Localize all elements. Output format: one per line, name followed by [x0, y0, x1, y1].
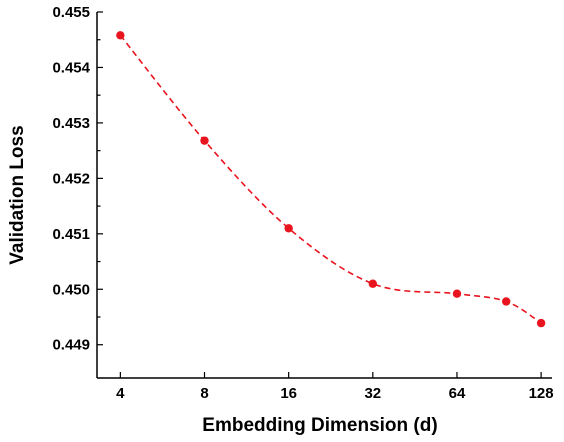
x-tick-label: 128: [529, 385, 554, 402]
y-tick-label: 0.451: [52, 226, 90, 243]
y-axis-title: Validation Loss: [7, 125, 28, 264]
y-axis: 0.449 0.450 0.451 0.452 0.453 0.454 0.455: [52, 4, 103, 378]
x-tick-label: 4: [116, 385, 125, 402]
x-tick-label: 8: [200, 385, 208, 402]
data-point: [284, 224, 293, 233]
x-axis-title: Embedding Dimension (d): [202, 415, 437, 436]
data-point: [368, 279, 378, 288]
x-tick-label: 16: [280, 385, 297, 402]
y-tick-label: 0.449: [52, 337, 90, 354]
y-ticks: 0.449 0.450 0.451 0.452 0.453 0.454 0.455: [52, 4, 103, 354]
y-tick-label: 0.452: [52, 170, 90, 187]
series-line: [119, 34, 542, 324]
x-ticks: 4 8 16 32 64 128: [116, 372, 554, 402]
data-point: [501, 297, 511, 306]
y-tick-label: 0.450: [52, 281, 90, 298]
data-point: [452, 289, 462, 298]
x-axis: 4 8 16 32 64 128: [97, 372, 554, 402]
data-point: [116, 31, 125, 40]
data-point: [536, 318, 546, 328]
data-point: [200, 136, 209, 145]
y-tick-label: 0.455: [52, 4, 90, 21]
x-tick-label: 32: [364, 385, 381, 402]
y-tick-label: 0.453: [52, 115, 90, 132]
y-tick-label: 0.454: [52, 59, 90, 76]
series-layer: [116, 31, 546, 328]
x-tick-label: 64: [449, 385, 466, 402]
